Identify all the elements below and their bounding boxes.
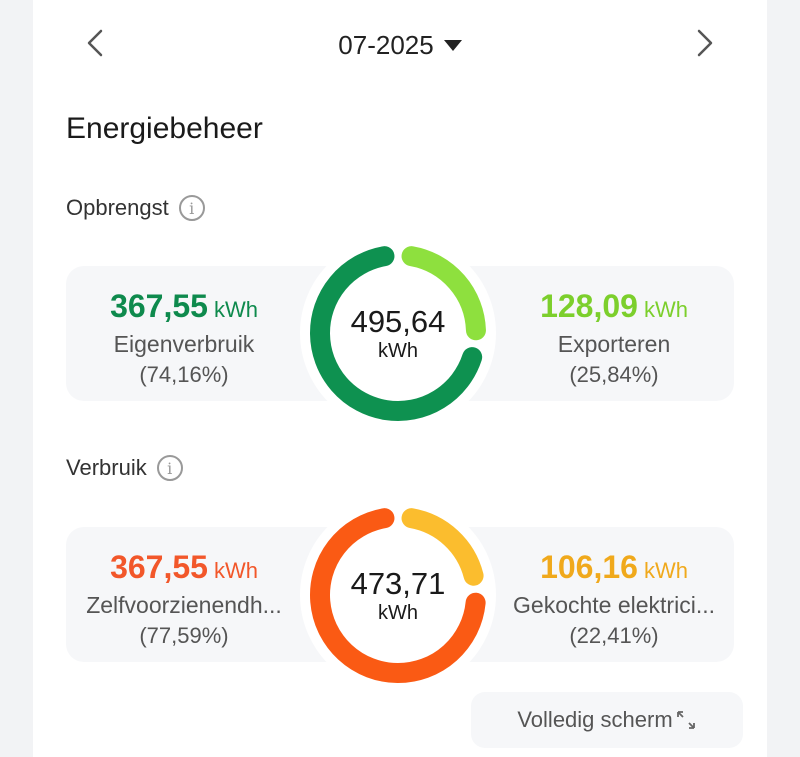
stat-unit: kWh xyxy=(213,297,258,322)
donut-segment-secondary xyxy=(401,508,484,586)
section-label: Opbrengst xyxy=(66,195,169,220)
info-icon[interactable]: i xyxy=(178,195,205,221)
donut-unit: kWh xyxy=(378,601,418,624)
stat-label: Gekochte elektrici... xyxy=(513,592,715,618)
stat-unit: kWh xyxy=(643,558,688,583)
production-donut: 495,64 kWh xyxy=(298,233,498,433)
consumption-header: Verbruik i xyxy=(66,455,183,481)
section-label: Verbruik xyxy=(66,455,147,480)
self-consumption-stat: 367,55 kWh Eigenverbruik (74,16%) xyxy=(64,288,304,388)
fullscreen-label: Volledig scherm xyxy=(517,707,673,732)
donut-unit: kWh xyxy=(378,339,418,362)
month-selector[interactable]: 07-2025 xyxy=(33,30,767,61)
stat-label: Eigenverbruik xyxy=(113,331,255,357)
stat-unit: kWh xyxy=(213,558,258,583)
stat-value: 367,55 xyxy=(110,288,208,324)
month-label: 07-2025 xyxy=(338,30,434,60)
export-stat: 128,09 kWh Exporteren (25,84%) xyxy=(494,288,734,388)
fullscreen-button[interactable]: Volledig scherm xyxy=(471,692,743,748)
stat-value: 367,55 xyxy=(110,549,208,585)
chevron-right-icon[interactable] xyxy=(689,28,719,58)
stat-unit: kWh xyxy=(643,297,688,322)
stat-value: 106,16 xyxy=(540,549,638,585)
purchased-stat: 106,16 kWh Gekochte elektrici... (22,41%) xyxy=(494,549,734,649)
stat-percent: (74,16%) xyxy=(139,362,229,387)
page-title: Energiebeheer xyxy=(66,112,263,145)
stat-label: Zelfvoorzienendh... xyxy=(86,592,282,618)
chevron-left-icon[interactable] xyxy=(81,28,111,58)
stat-percent: (22,41%) xyxy=(569,623,659,648)
caret-down-icon xyxy=(443,39,462,51)
stat-percent: (77,59%) xyxy=(139,623,229,648)
stat-label: Exporteren xyxy=(557,331,671,357)
info-icon[interactable]: i xyxy=(156,455,183,481)
donut-segment-secondary xyxy=(401,246,486,341)
stat-percent: (25,84%) xyxy=(569,362,659,387)
month-navigator: 07-2025 xyxy=(33,20,767,70)
donut-segment-primary xyxy=(310,246,483,421)
stat-value: 128,09 xyxy=(540,288,638,324)
expand-icon xyxy=(676,711,695,729)
production-header: Opbrengst i xyxy=(66,195,205,221)
donut-total: 495,64 xyxy=(350,303,446,339)
donut-segment-primary xyxy=(310,508,486,683)
donut-total: 473,71 xyxy=(350,565,446,601)
self-sufficiency-stat: 367,55 kWh Zelfvoorzienendh... (77,59%) xyxy=(64,549,304,649)
consumption-donut: 473,71 kWh xyxy=(298,495,498,695)
energy-card: 07-2025 Energiebeheer Opbrengst i 367,55 k… xyxy=(33,0,767,757)
